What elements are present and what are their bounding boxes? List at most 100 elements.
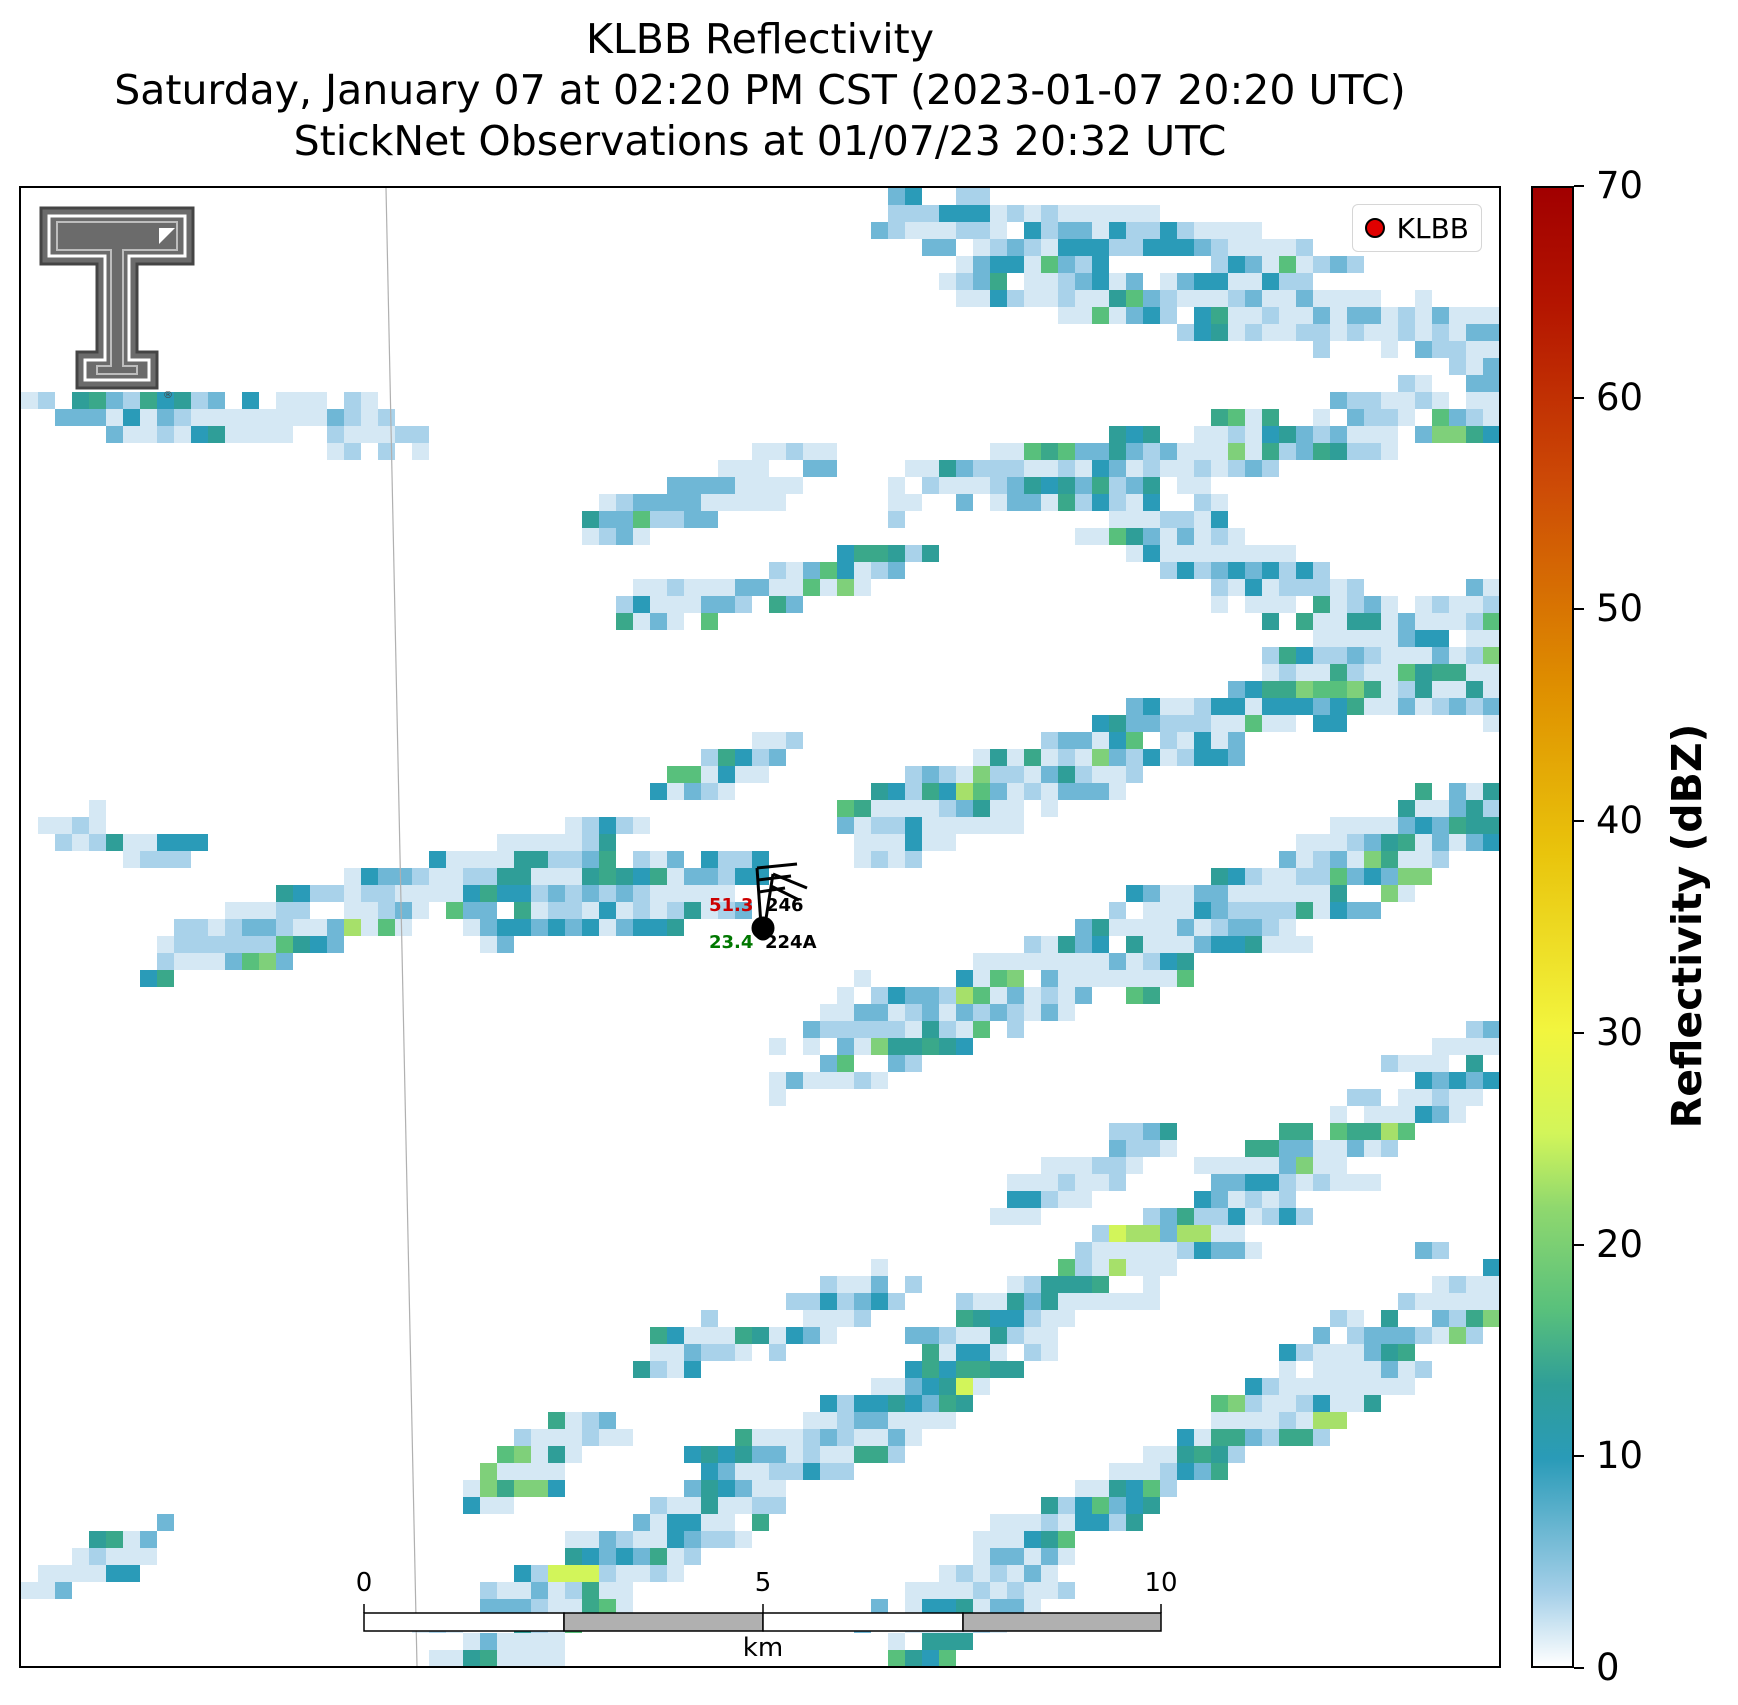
reflectivity-pixel <box>956 1327 973 1344</box>
reflectivity-pixel <box>667 579 684 596</box>
reflectivity-pixel <box>939 1412 956 1429</box>
reflectivity-pixel <box>718 1463 735 1480</box>
reflectivity-pixel <box>990 1310 1007 1327</box>
reflectivity-pixel <box>667 596 684 613</box>
reflectivity-pixel <box>650 596 667 613</box>
reflectivity-pixel <box>667 919 684 936</box>
reflectivity-pixel <box>667 902 684 919</box>
reflectivity-pixel <box>361 868 378 885</box>
reflectivity-pixel <box>616 613 633 630</box>
reflectivity-pixel <box>599 1599 616 1616</box>
reflectivity-pixel <box>531 851 548 868</box>
reflectivity-pixel <box>1007 1310 1024 1327</box>
reflectivity-pixel <box>667 766 684 783</box>
reflectivity-pixel <box>225 919 242 936</box>
reflectivity-pixel <box>157 936 174 953</box>
reflectivity-pixel <box>718 596 735 613</box>
reflectivity-pixel <box>582 1531 599 1548</box>
reflectivity-pixel <box>548 1599 565 1616</box>
reflectivity-pixel <box>650 613 667 630</box>
reflectivity-pixel <box>599 1531 616 1548</box>
reflectivity-pixel <box>293 902 310 919</box>
reflectivity-pixel <box>973 1344 990 1361</box>
reflectivity-pixel <box>89 392 106 409</box>
reflectivity-pixel <box>1262 1157 1279 1174</box>
reflectivity-pixel <box>1449 1310 1466 1327</box>
reflectivity-pixel <box>922 1361 939 1378</box>
reflectivity-pixel <box>1398 1106 1415 1123</box>
reflectivity-pixel <box>412 426 429 443</box>
reflectivity-pixel <box>752 851 769 868</box>
reflectivity-pixel <box>191 953 208 970</box>
reflectivity-pixel <box>1092 1242 1109 1259</box>
reflectivity-pixel <box>123 392 140 409</box>
reflectivity-pixel <box>633 885 650 902</box>
title-line-1: KLBB Reflectivity <box>586 15 934 63</box>
reflectivity-pixel <box>905 1412 922 1429</box>
reflectivity-pixel <box>1330 1140 1347 1157</box>
reflectivity-pixel <box>327 936 344 953</box>
reflectivity-pixel <box>1347 1310 1364 1327</box>
reflectivity-pixel <box>106 426 123 443</box>
reflectivity-pixel <box>752 732 769 749</box>
reflectivity-pixel <box>752 579 769 596</box>
reflectivity-pixel <box>1432 1106 1449 1123</box>
reflectivity-pixel <box>72 409 89 426</box>
reflectivity-pixel <box>582 1548 599 1565</box>
reflectivity-pixel <box>55 834 72 851</box>
reflectivity-pixel <box>1024 1293 1041 1310</box>
reflectivity-pixel <box>718 579 735 596</box>
colorbar-tick-label: 10 <box>1596 1434 1644 1478</box>
reflectivity-pixel <box>463 1633 480 1650</box>
reflectivity-pixel <box>242 902 259 919</box>
reflectivity-pixel <box>565 902 582 919</box>
colorbar-tick-label: 70 <box>1596 164 1644 207</box>
reflectivity-pixel <box>769 596 786 613</box>
reflectivity-pixel <box>616 1582 633 1599</box>
reflectivity-pixel <box>1296 1208 1313 1225</box>
reflectivity-pixel <box>1466 1038 1483 1055</box>
reflectivity-pixel <box>140 392 157 409</box>
reflectivity-pixel <box>1279 1123 1296 1140</box>
scale-label-5: 5 <box>754 1568 772 1598</box>
reflectivity-pixel <box>786 596 803 613</box>
reflectivity-pixel <box>735 1480 752 1497</box>
reflectivity-pixel <box>1007 1327 1024 1344</box>
reflectivity-pixel <box>735 579 752 596</box>
reflectivity-pixel <box>1177 1242 1194 1259</box>
reflectivity-pixel <box>888 562 905 579</box>
reflectivity-pixel <box>548 1582 565 1599</box>
reflectivity-pixel <box>735 1531 752 1548</box>
colorbar-tick-mark <box>1574 1455 1584 1458</box>
reflectivity-pixel <box>684 783 701 800</box>
reflectivity-pixel <box>310 936 327 953</box>
reflectivity-pixel <box>463 885 480 902</box>
reflectivity-pixel <box>514 902 531 919</box>
reflectivity-pixel <box>157 851 174 868</box>
reflectivity-pixel <box>1228 1225 1245 1242</box>
reflectivity-pixel <box>735 1429 752 1446</box>
reflectivity-pixel <box>718 1514 735 1531</box>
reflectivity-pixel <box>735 902 752 919</box>
reflectivity-pixel <box>599 851 616 868</box>
reflectivity-pixel <box>650 902 667 919</box>
reflectivity-pixel <box>1262 1191 1279 1208</box>
reflectivity-pixel <box>1143 1463 1160 1480</box>
reflectivity-pixel <box>514 1565 531 1582</box>
reflectivity-pixel <box>599 902 616 919</box>
reflectivity-pixel <box>922 1395 939 1412</box>
reflectivity-pixel <box>157 392 174 409</box>
reflectivity-pixel <box>769 1446 786 1463</box>
reflectivity-pixel <box>939 1565 956 1582</box>
reflectivity-pixel <box>599 868 616 885</box>
reflectivity-pixel <box>905 1327 922 1344</box>
reflectivity-pixel <box>939 1344 956 1361</box>
reflectivity-pixel <box>1398 1089 1415 1106</box>
reflectivity-pixel <box>327 409 344 426</box>
reflectivity-pixel <box>1143 1293 1160 1310</box>
reflectivity-pixel <box>633 1531 650 1548</box>
reflectivity-pixel <box>344 919 361 936</box>
colorbar-tick-label: 40 <box>1596 799 1644 843</box>
reflectivity-pixel <box>1024 1327 1041 1344</box>
reflectivity-pixel <box>990 1327 1007 1344</box>
